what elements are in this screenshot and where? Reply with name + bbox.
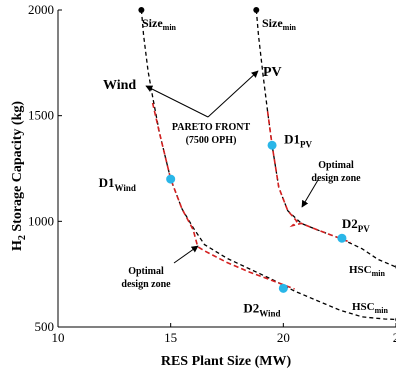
series-line-wind <box>140 9 396 321</box>
x-axis-label: RES Plant Size (MW) <box>161 354 292 369</box>
series-line-pv-optimal-design-zone <box>266 111 352 244</box>
x-tick-label: 20 <box>277 330 290 345</box>
optimal-zone-wind-label-2: design zone <box>121 279 171 290</box>
marker-d2pv <box>337 233 347 243</box>
pv-curve-label: PV <box>263 65 282 80</box>
hsc-min-wind-label: HSCmin <box>352 301 389 315</box>
y-tick-label: 500 <box>35 319 55 334</box>
pareto-arrow-pv <box>207 70 259 118</box>
pareto-arrow-wind <box>145 85 209 118</box>
optimal-zone-pv-label-2: design zone <box>311 173 361 184</box>
marker-label-d2wind: D2Wind <box>243 300 280 318</box>
pareto-front-title: PARETO FRONT <box>172 122 251 133</box>
pareto-front-subtitle: (7500 OPH) <box>186 135 237 146</box>
wind-curve-label: Wind <box>103 78 136 93</box>
endpoint-dot <box>138 7 145 13</box>
marker-label-d1wind: D1Wind <box>99 175 136 193</box>
axis-ticks: 10 15 20 2 500 1000 1500 2000 <box>28 2 396 345</box>
optimal-zone-wind-label-1: Optimal <box>128 266 164 277</box>
design-point-markers: D1Wind D2Wind D1PV D2PV <box>99 131 371 318</box>
marker-d1pv <box>267 140 277 150</box>
series-line-pv <box>255 9 396 268</box>
series-group <box>140 9 396 321</box>
size-min-pv-label: Sizemin <box>262 16 297 32</box>
endpoint-dots <box>138 7 396 322</box>
x-tick-label: 15 <box>164 330 177 345</box>
y-tick-label: 1000 <box>28 213 54 228</box>
marker-d1wind <box>166 174 176 184</box>
series-line-wind-optimal-design-zone <box>151 102 295 290</box>
x-tick-label: 10 <box>52 330 65 345</box>
size-min-wind-label: Sizemin <box>142 16 177 32</box>
hsc-min-pv-label: HSCmin <box>349 264 386 278</box>
y-axis-label: H2 Storage Capacity (kg) <box>10 101 28 251</box>
marker-label-d1pv: D1PV <box>284 131 312 149</box>
optimal-zone-pv-label-1: Optimal <box>318 160 354 171</box>
annotation-arrows <box>145 70 319 264</box>
y-tick-label: 2000 <box>28 2 54 17</box>
y-tick-label: 1500 <box>28 108 54 123</box>
optimal-arrow-pv <box>301 179 319 208</box>
marker-label-d2pv: D2PV <box>342 216 370 234</box>
marker-d2wind <box>278 283 288 293</box>
endpoint-dot <box>253 7 260 13</box>
x-tick-label: 2 <box>393 330 396 345</box>
optimal-arrow-wind <box>173 245 199 264</box>
